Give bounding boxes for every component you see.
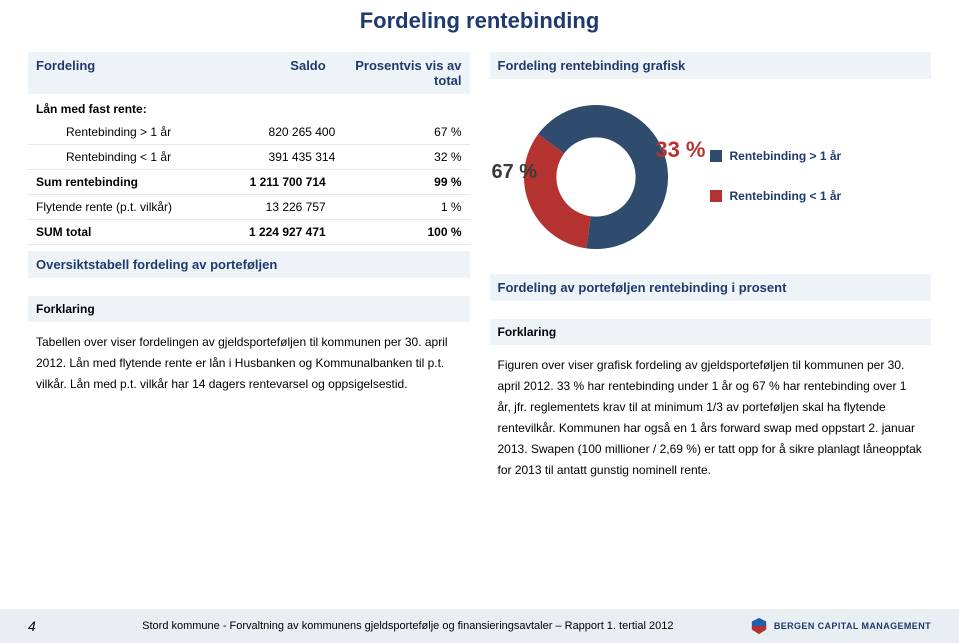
- explain-right-heading: Forklaring: [490, 319, 932, 345]
- legend-swatch: [710, 150, 722, 162]
- logo-icon: [750, 617, 768, 635]
- donut-pct-right: 33 %: [655, 137, 705, 163]
- cell-pct: 99 %: [326, 175, 462, 189]
- page-number: 4: [28, 618, 36, 634]
- chart-caption: Fordeling av porteføljen rentebinding i …: [490, 274, 932, 301]
- cell-saldo: 1 224 927 471: [217, 225, 326, 239]
- table-row: Flytende rente (p.t. vilkår)13 226 7571 …: [28, 195, 470, 220]
- legend-item: Rentebinding < 1 år: [710, 189, 842, 203]
- table-header-fordeling: Fordeling: [36, 58, 217, 88]
- table-row: Sum rentebinding1 211 700 71499 %: [28, 170, 470, 195]
- table-row: SUM total1 224 927 471100 %: [28, 220, 470, 245]
- cell-label: Rentebinding > 1 år: [36, 125, 234, 139]
- cell-saldo: 820 265 400: [234, 125, 335, 139]
- explain-left-heading: Forklaring: [28, 296, 470, 322]
- cell-label: SUM total: [36, 225, 217, 239]
- donut-slice: [524, 134, 591, 248]
- cell-label: Sum rentebinding: [36, 175, 217, 189]
- table-caption: Oversiktstabell fordeling av porteføljen: [28, 251, 470, 278]
- cell-pct: 32 %: [335, 150, 461, 164]
- chart-legend: Rentebinding > 1 år Rentebinding < 1 år: [710, 149, 842, 203]
- table-header-saldo: Saldo: [217, 58, 326, 88]
- cell-saldo: 1 211 700 714: [217, 175, 326, 189]
- table-row: Rentebinding < 1 år391 435 31432 %: [28, 145, 470, 170]
- chart-area: 67 % 33 % Rentebinding > 1 årRentebindin…: [490, 79, 932, 268]
- donut-pct-left: 67 %: [492, 161, 538, 184]
- legend-item: Rentebinding > 1 år: [710, 149, 842, 163]
- cell-label: Flytende rente (p.t. vilkår): [36, 200, 217, 214]
- cell-pct: 1 %: [326, 200, 462, 214]
- donut-chart: 67 % 33 %: [496, 93, 696, 258]
- cell-saldo: 13 226 757: [217, 200, 326, 214]
- page-title: Fordeling rentebinding: [0, 0, 959, 34]
- left-column: Fordeling Saldo Prosentvis vis av total …: [28, 52, 470, 481]
- explain-right-text: Figuren over viser grafisk fordeling av …: [490, 345, 932, 481]
- chart-title: Fordeling rentebinding grafisk: [490, 52, 932, 79]
- main-content: Fordeling Saldo Prosentvis vis av total …: [0, 34, 959, 481]
- table-group-label: Lån med fast rente:: [28, 94, 470, 120]
- cell-pct: 100 %: [326, 225, 462, 239]
- explain-left-text: Tabellen over viser fordelingen av gjeld…: [28, 322, 470, 395]
- table-row: Rentebinding > 1 år820 265 40067 %: [28, 120, 470, 145]
- cell-label: Rentebinding < 1 år: [36, 150, 234, 164]
- table-body: Rentebinding > 1 år820 265 40067 %Renteb…: [28, 120, 470, 245]
- footer-logo: BERGEN CAPITAL MANAGEMENT: [750, 617, 931, 635]
- logo-text: BERGEN CAPITAL MANAGEMENT: [774, 621, 931, 631]
- table-header-pct: Prosentvis vis av total: [326, 58, 462, 88]
- legend-label: Rentebinding > 1 år: [730, 149, 842, 163]
- cell-pct: 67 %: [335, 125, 461, 139]
- footer-text: Stord kommune - Forvaltning av kommunens…: [66, 620, 750, 632]
- page-footer: 4 Stord kommune - Forvaltning av kommune…: [0, 609, 959, 643]
- right-column: Fordeling rentebinding grafisk 67 % 33 %…: [490, 52, 932, 481]
- table-header-row: Fordeling Saldo Prosentvis vis av total: [28, 52, 470, 94]
- legend-swatch: [710, 190, 722, 202]
- cell-saldo: 391 435 314: [234, 150, 335, 164]
- legend-label: Rentebinding < 1 år: [730, 189, 842, 203]
